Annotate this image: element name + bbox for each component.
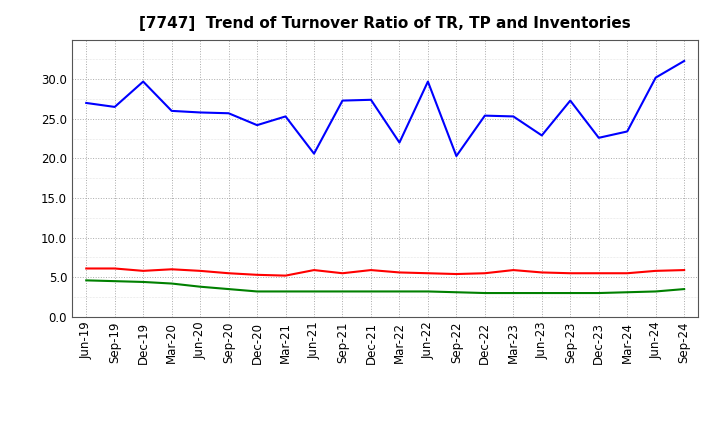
Title: [7747]  Trend of Turnover Ratio of TR, TP and Inventories: [7747] Trend of Turnover Ratio of TR, TP…: [140, 16, 631, 32]
Trade Receivables: [139, 268, 148, 274]
Trade Receivables: [366, 268, 375, 273]
Trade Payables: [282, 114, 290, 119]
Line: Trade Receivables: Trade Receivables: [86, 268, 684, 275]
Inventories: [196, 284, 204, 290]
Inventories: [595, 290, 603, 296]
Inventories: [623, 290, 631, 295]
Inventories: [395, 289, 404, 294]
Inventories: [82, 278, 91, 283]
Trade Payables: [225, 110, 233, 116]
Trade Receivables: [167, 267, 176, 272]
Inventories: [225, 286, 233, 292]
Trade Payables: [338, 98, 347, 103]
Trade Receivables: [680, 268, 688, 273]
Inventories: [167, 281, 176, 286]
Trade Payables: [680, 59, 688, 64]
Trade Payables: [595, 135, 603, 140]
Trade Payables: [82, 100, 91, 106]
Trade Receivables: [652, 268, 660, 274]
Inventories: [110, 279, 119, 284]
Trade Receivables: [595, 271, 603, 276]
Trade Payables: [310, 151, 318, 156]
Trade Receivables: [537, 270, 546, 275]
Trade Payables: [253, 122, 261, 128]
Trade Payables: [196, 110, 204, 115]
Trade Receivables: [310, 268, 318, 273]
Trade Receivables: [225, 271, 233, 276]
Inventories: [366, 289, 375, 294]
Trade Payables: [509, 114, 518, 119]
Trade Receivables: [282, 273, 290, 278]
Trade Receivables: [480, 271, 489, 276]
Trade Receivables: [509, 268, 518, 273]
Trade Payables: [452, 154, 461, 159]
Trade Receivables: [110, 266, 119, 271]
Inventories: [282, 289, 290, 294]
Trade Payables: [366, 97, 375, 103]
Trade Receivables: [253, 272, 261, 278]
Trade Payables: [110, 104, 119, 110]
Inventories: [680, 286, 688, 292]
Trade Payables: [423, 79, 432, 84]
Trade Payables: [167, 108, 176, 114]
Inventories: [509, 290, 518, 296]
Inventories: [423, 289, 432, 294]
Line: Trade Payables: Trade Payables: [86, 61, 684, 156]
Inventories: [652, 289, 660, 294]
Trade Payables: [395, 140, 404, 145]
Trade Receivables: [338, 271, 347, 276]
Trade Payables: [652, 75, 660, 80]
Inventories: [566, 290, 575, 296]
Line: Inventories: Inventories: [86, 280, 684, 293]
Trade Payables: [566, 98, 575, 103]
Trade Receivables: [623, 271, 631, 276]
Inventories: [480, 290, 489, 296]
Inventories: [452, 290, 461, 295]
Inventories: [310, 289, 318, 294]
Trade Receivables: [395, 270, 404, 275]
Trade Payables: [623, 129, 631, 134]
Inventories: [537, 290, 546, 296]
Trade Receivables: [452, 271, 461, 277]
Trade Receivables: [82, 266, 91, 271]
Inventories: [253, 289, 261, 294]
Trade Payables: [537, 133, 546, 138]
Inventories: [338, 289, 347, 294]
Trade Receivables: [423, 271, 432, 276]
Trade Receivables: [566, 271, 575, 276]
Trade Receivables: [196, 268, 204, 274]
Trade Payables: [139, 79, 148, 84]
Inventories: [139, 279, 148, 285]
Trade Payables: [480, 113, 489, 118]
